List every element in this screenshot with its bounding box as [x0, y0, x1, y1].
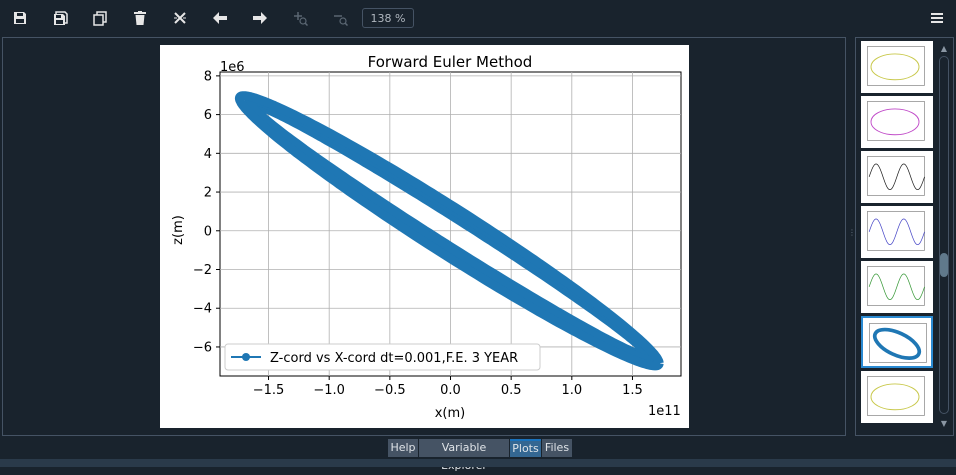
y-scale-label: 1e6: [220, 60, 245, 75]
y-axis-label: z(m): [171, 215, 186, 245]
y-axis-ticks: −6 −4 −2 0 2 4 6 8: [193, 69, 220, 355]
y-tick-label: 0: [204, 224, 212, 239]
thumb-6-preview: [869, 323, 927, 363]
thumb-5-preview: [867, 266, 925, 306]
thumb-7[interactable]: [861, 371, 933, 423]
thumb-7-preview: [867, 376, 925, 416]
y-tick-label: −4: [193, 302, 212, 317]
save-all-icon[interactable]: [49, 8, 71, 28]
y-tick-label: −6: [193, 340, 212, 355]
y-tick-label: 4: [204, 147, 212, 162]
y-tick-label: 6: [204, 108, 212, 123]
tab-help[interactable]: Help: [388, 439, 418, 457]
pane-tabs: Help Variable Explorer Plots Files: [0, 437, 956, 472]
delete-all-icon[interactable]: [169, 8, 191, 28]
x-axis-label: x(m): [435, 406, 466, 421]
scroll-up-arrow[interactable]: ▲: [940, 44, 948, 53]
plot-image: −1.5 −1.0 −0.5 0.0 0.5 1.0 1.5 −6 −4 −2 0 2 4 6 8 For…: [160, 45, 689, 428]
plots-toolbar: 138 %: [0, 0, 956, 36]
forward-euler-chart: −1.5 −1.0 −0.5 0.0 0.5 1.0 1.5 −6 −4 −2 0 2 4 6 8 For…: [171, 53, 682, 421]
x-tick-label: −1.5: [253, 383, 285, 398]
tab-plots[interactable]: Plots: [510, 439, 541, 457]
zoom-out-icon[interactable]: [329, 8, 351, 28]
x-tick-label: 1.5: [622, 383, 643, 398]
zoom-in-icon[interactable]: [289, 8, 311, 28]
thumb-5[interactable]: [861, 261, 933, 313]
y-tick-label: 8: [204, 69, 212, 84]
legend: Z-cord vs X-cord dt=0.001,F.E. 3 YEAR: [224, 343, 541, 371]
panel-splitter-handle[interactable]: ⋮: [848, 228, 856, 237]
thumb-2[interactable]: [861, 96, 933, 148]
save-icon[interactable]: [9, 8, 31, 28]
x-tick-label: 1.0: [561, 383, 582, 398]
data-series: [234, 91, 664, 371]
thumb-1[interactable]: [861, 41, 933, 93]
options-menu-icon[interactable]: [926, 8, 948, 28]
copy-icon[interactable]: [89, 8, 111, 28]
scroll-down-arrow[interactable]: ▼: [940, 419, 948, 428]
zoom-level-field[interactable]: 138 %: [362, 8, 414, 28]
delete-icon[interactable]: [129, 8, 151, 28]
y-tick-label: −2: [193, 263, 212, 278]
arrow-left-icon[interactable]: [209, 8, 231, 28]
status-bar: [0, 459, 956, 467]
thumb-3[interactable]: [861, 151, 933, 203]
legend-box: [224, 343, 541, 371]
x-tick-label: −1.0: [313, 383, 345, 398]
x-scale-label: 1e11: [648, 404, 681, 419]
x-axis-ticks: −1.5 −1.0 −0.5 0.0 0.5 1.0 1.5: [253, 376, 643, 398]
legend-marker: [242, 353, 250, 361]
thumbnail-scrollbar[interactable]: [939, 56, 949, 414]
x-tick-label: −0.5: [374, 383, 406, 398]
tab-variable-explorer[interactable]: Variable Explorer: [419, 439, 509, 472]
y-tick-label: 2: [204, 186, 212, 201]
thumb-1-preview: [867, 46, 925, 86]
thumb-3-preview: [867, 156, 925, 196]
thumb-6[interactable]: [861, 316, 933, 368]
orbit-trace: [234, 91, 664, 371]
thumb-4-preview: [867, 211, 925, 251]
thumb-2-preview: [867, 101, 925, 141]
chart-title: Forward Euler Method: [368, 53, 533, 71]
thumb-4[interactable]: [861, 206, 933, 258]
x-tick-label: 0.5: [501, 383, 522, 398]
thumbnail-scrollbar-handle[interactable]: [940, 253, 948, 277]
tab-files[interactable]: Files: [542, 439, 572, 457]
x-tick-label: 0.0: [440, 383, 461, 398]
legend-entry: Z-cord vs X-cord dt=0.001,F.E. 3 YEAR: [270, 351, 518, 366]
arrow-right-icon[interactable]: [249, 8, 271, 28]
